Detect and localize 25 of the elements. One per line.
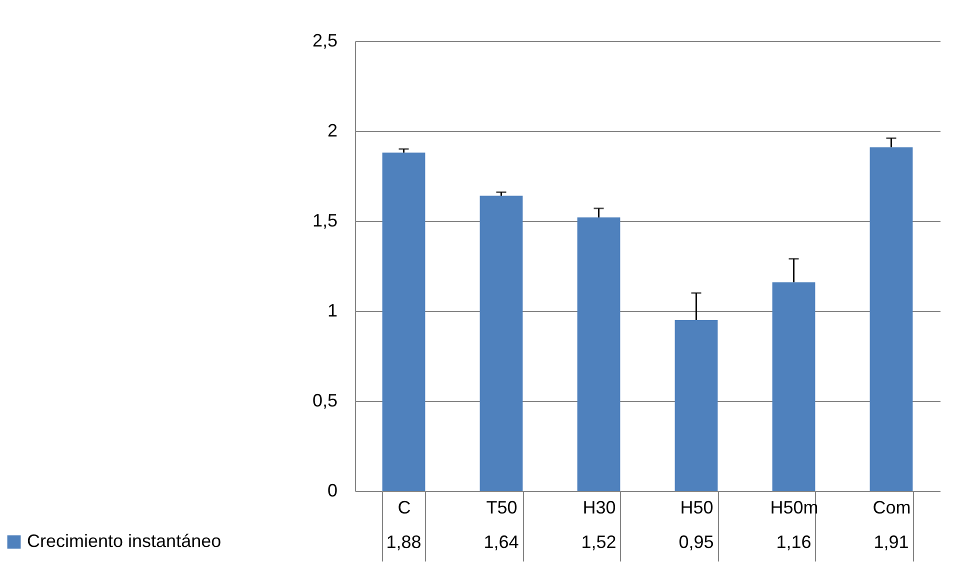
y-tick-label: 2,5 [312,30,338,50]
x-tick-label: T50 [486,498,518,518]
data-label: 0,95 [678,532,714,552]
bar [577,217,620,491]
x-tick-label: Com [872,498,911,518]
bar [382,152,426,491]
x-tick-label: H50 [680,498,714,518]
y-tick-label: 2 [327,120,338,140]
data-label: 1,88 [386,532,422,552]
y-tick-label: 1,5 [312,210,338,230]
data-label: 1,52 [581,532,616,552]
bar [772,282,816,491]
x-tick-label: C [398,498,411,518]
x-tick-label: H30 [582,498,616,518]
data-label: 1,16 [776,532,812,552]
bar [870,147,913,491]
y-tick-label: 1 [327,300,338,320]
x-tick-label: H50m [770,498,818,518]
legend-label: Crecimiento instantáneo [27,531,222,551]
bar [480,196,523,491]
y-tick-label: 0 [327,480,338,500]
y-tick-label: 0,5 [312,390,338,410]
data-label: 1,91 [874,532,909,552]
bar [674,320,718,491]
data-label: 1,64 [484,532,519,552]
